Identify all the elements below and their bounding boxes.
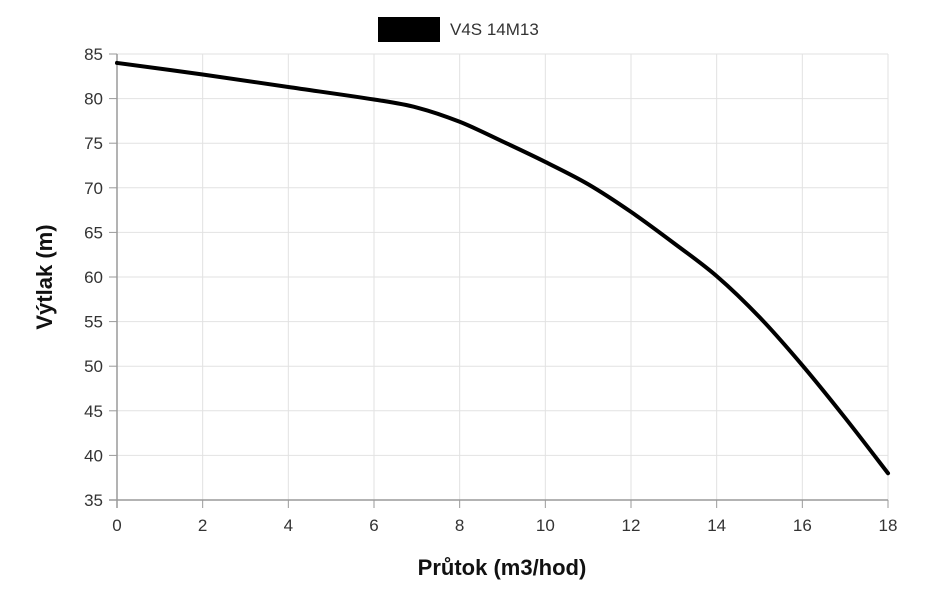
x-tick-label: 12	[622, 516, 641, 535]
legend-label[interactable]: V4S 14M13	[450, 20, 539, 39]
x-tick-label: 16	[793, 516, 812, 535]
x-tick-label: 18	[879, 516, 898, 535]
y-tick-label: 80	[84, 90, 103, 109]
y-axis-title: Výtlak (m)	[32, 224, 57, 329]
x-tick-label: 0	[112, 516, 121, 535]
y-tick-label: 70	[84, 179, 103, 198]
y-tick-label: 45	[84, 402, 103, 421]
axes	[109, 54, 888, 508]
series-lines	[115, 60, 890, 476]
x-tick-label: 2	[198, 516, 207, 535]
y-tick-label: 60	[84, 268, 103, 287]
y-tick-label: 85	[84, 45, 103, 64]
x-axis-ticks: 0 2 4 6 8 10 12 14 16 18	[112, 500, 897, 535]
x-tick-label: 4	[284, 516, 293, 535]
y-tick-label: 75	[84, 134, 103, 153]
x-tick-label: 10	[536, 516, 555, 535]
y-axis-ticks: 35 40 45 50 55 60 65 70 75 80 85	[84, 45, 117, 510]
y-tick-label: 55	[84, 313, 103, 332]
x-tick-label: 14	[707, 516, 726, 535]
grid	[117, 53, 889, 500]
y-tick-label: 65	[84, 223, 103, 242]
series-line-0[interactable]	[115, 60, 890, 476]
legend[interactable]: V4S 14M13	[378, 17, 539, 42]
x-tick-label: 6	[369, 516, 378, 535]
legend-swatch[interactable]	[378, 17, 440, 42]
y-tick-label: 40	[84, 446, 103, 465]
x-tick-label: 8	[455, 516, 464, 535]
y-tick-label: 50	[84, 357, 103, 376]
y-tick-label: 35	[84, 491, 103, 510]
x-axis-title: Průtok (m3/hod)	[418, 555, 587, 580]
